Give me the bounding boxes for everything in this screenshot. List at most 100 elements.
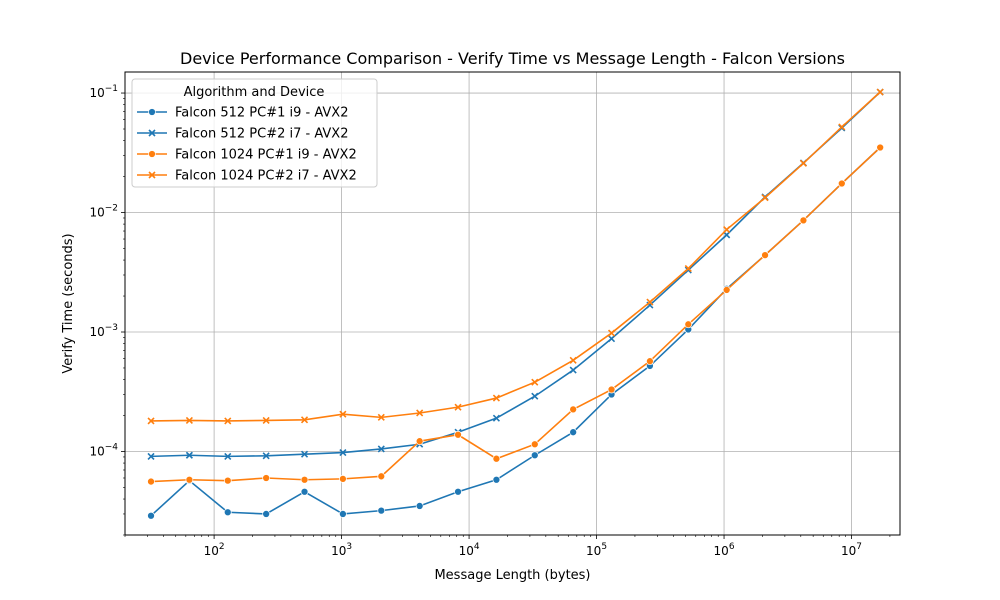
legend-marker bbox=[148, 108, 156, 116]
data-point bbox=[761, 251, 769, 259]
data-point bbox=[377, 472, 386, 481]
x-tick-label: 106 bbox=[714, 542, 735, 558]
x-tick-label: 107 bbox=[841, 542, 862, 558]
y-tick-label: 10−4 bbox=[89, 442, 118, 458]
data-point bbox=[684, 266, 692, 274]
data-point bbox=[454, 430, 462, 439]
y-tick-label: 10−3 bbox=[89, 323, 118, 339]
data-point bbox=[607, 335, 616, 343]
legend-marker bbox=[148, 129, 156, 137]
plot-frame bbox=[124, 71, 901, 536]
data-point bbox=[339, 475, 347, 483]
legend-marker bbox=[148, 171, 156, 179]
data-point bbox=[223, 476, 232, 485]
data-point bbox=[262, 474, 271, 482]
data-point bbox=[300, 475, 309, 484]
data-point bbox=[339, 448, 347, 457]
data-point bbox=[492, 414, 500, 422]
legend-item: Falcon 512 PC#1 i9 - AVX2 bbox=[137, 106, 348, 121]
series-group bbox=[147, 88, 885, 520]
legend-label: Falcon 512 PC#2 i7 - AVX2 bbox=[175, 127, 348, 142]
data-point bbox=[262, 452, 270, 460]
data-point bbox=[262, 416, 270, 424]
x-tick-label: 103 bbox=[331, 542, 352, 558]
data-point bbox=[339, 510, 347, 518]
data-point bbox=[147, 511, 155, 520]
x-tick-label: 104 bbox=[459, 542, 480, 558]
y-axis: 10−4 10−3 10−2 10−1 bbox=[89, 84, 125, 536]
legend-label: Falcon 1024 PC#1 i9 - AVX2 bbox=[175, 148, 357, 163]
data-point bbox=[531, 392, 539, 400]
data-point bbox=[147, 477, 155, 486]
legend: Algorithm and Device Falcon 512 PC#1 i9 … bbox=[131, 78, 378, 188]
data-point bbox=[147, 417, 155, 425]
data-point bbox=[531, 378, 539, 386]
data-point bbox=[377, 445, 385, 453]
data-point bbox=[300, 450, 309, 458]
legend-label: Falcon 512 PC#1 i9 - AVX2 bbox=[175, 106, 348, 121]
data-point bbox=[415, 437, 424, 446]
data-point bbox=[530, 451, 539, 460]
data-point bbox=[185, 416, 193, 424]
data-point bbox=[646, 357, 654, 366]
data-point bbox=[147, 452, 155, 460]
data-point bbox=[377, 506, 386, 515]
chart-title: Device Performance Comparison - Verify T… bbox=[180, 49, 845, 68]
series-line bbox=[150, 146, 881, 483]
x-axis-label: Message Length (bytes) bbox=[434, 568, 590, 583]
y-tick-label: 10−1 bbox=[89, 84, 118, 100]
data-point bbox=[837, 179, 846, 188]
x-tick-label: 105 bbox=[586, 542, 607, 558]
data-point bbox=[454, 403, 462, 411]
legend-item: Falcon 1024 PC#1 i9 - AVX2 bbox=[137, 148, 357, 163]
data-point bbox=[569, 428, 578, 437]
data-point bbox=[377, 413, 385, 421]
data-point bbox=[300, 416, 309, 424]
data-point bbox=[761, 194, 769, 202]
data-point bbox=[492, 475, 501, 484]
data-point bbox=[262, 510, 271, 518]
data-point bbox=[723, 231, 731, 239]
data-point bbox=[799, 216, 808, 225]
series-3 bbox=[147, 143, 885, 486]
data-point bbox=[607, 385, 616, 394]
data-point bbox=[876, 143, 885, 152]
x-tick-label: 102 bbox=[204, 542, 225, 558]
data-point bbox=[799, 159, 807, 167]
legend-item: Falcon 512 PC#2 i7 - AVX2 bbox=[137, 127, 348, 142]
data-point bbox=[185, 451, 193, 459]
data-point bbox=[569, 405, 578, 414]
legend-item: Falcon 1024 PC#2 i7 - AVX2 bbox=[137, 169, 357, 184]
data-point bbox=[723, 226, 731, 234]
legend-title: Algorithm and Device bbox=[184, 85, 325, 100]
x-axis: 102 103 104 105 106 107 bbox=[124, 535, 891, 558]
series-4 bbox=[147, 88, 884, 425]
data-point bbox=[607, 329, 616, 337]
data-point bbox=[492, 394, 500, 402]
data-point bbox=[492, 454, 501, 463]
y-axis-label: Verify Time (seconds) bbox=[61, 233, 76, 373]
data-point bbox=[838, 123, 846, 131]
data-point bbox=[224, 417, 232, 425]
series-line bbox=[151, 91, 881, 422]
data-point bbox=[876, 88, 884, 96]
y-tick-label: 10−2 bbox=[89, 204, 118, 220]
legend-marker bbox=[148, 150, 156, 158]
data-point bbox=[684, 264, 692, 273]
data-point bbox=[684, 320, 693, 329]
legend-box bbox=[131, 78, 378, 188]
data-point bbox=[569, 356, 577, 364]
data-point bbox=[569, 366, 577, 374]
data-point bbox=[185, 475, 194, 484]
legend-label: Falcon 1024 PC#2 i7 - AVX2 bbox=[175, 169, 357, 184]
data-point bbox=[646, 298, 654, 306]
data-point bbox=[454, 487, 462, 496]
data-point bbox=[722, 286, 731, 294]
data-point bbox=[339, 410, 347, 418]
data-point bbox=[300, 487, 309, 496]
data-point bbox=[224, 452, 232, 460]
data-point bbox=[223, 508, 232, 517]
data-point bbox=[530, 440, 539, 449]
data-point bbox=[415, 502, 424, 510]
